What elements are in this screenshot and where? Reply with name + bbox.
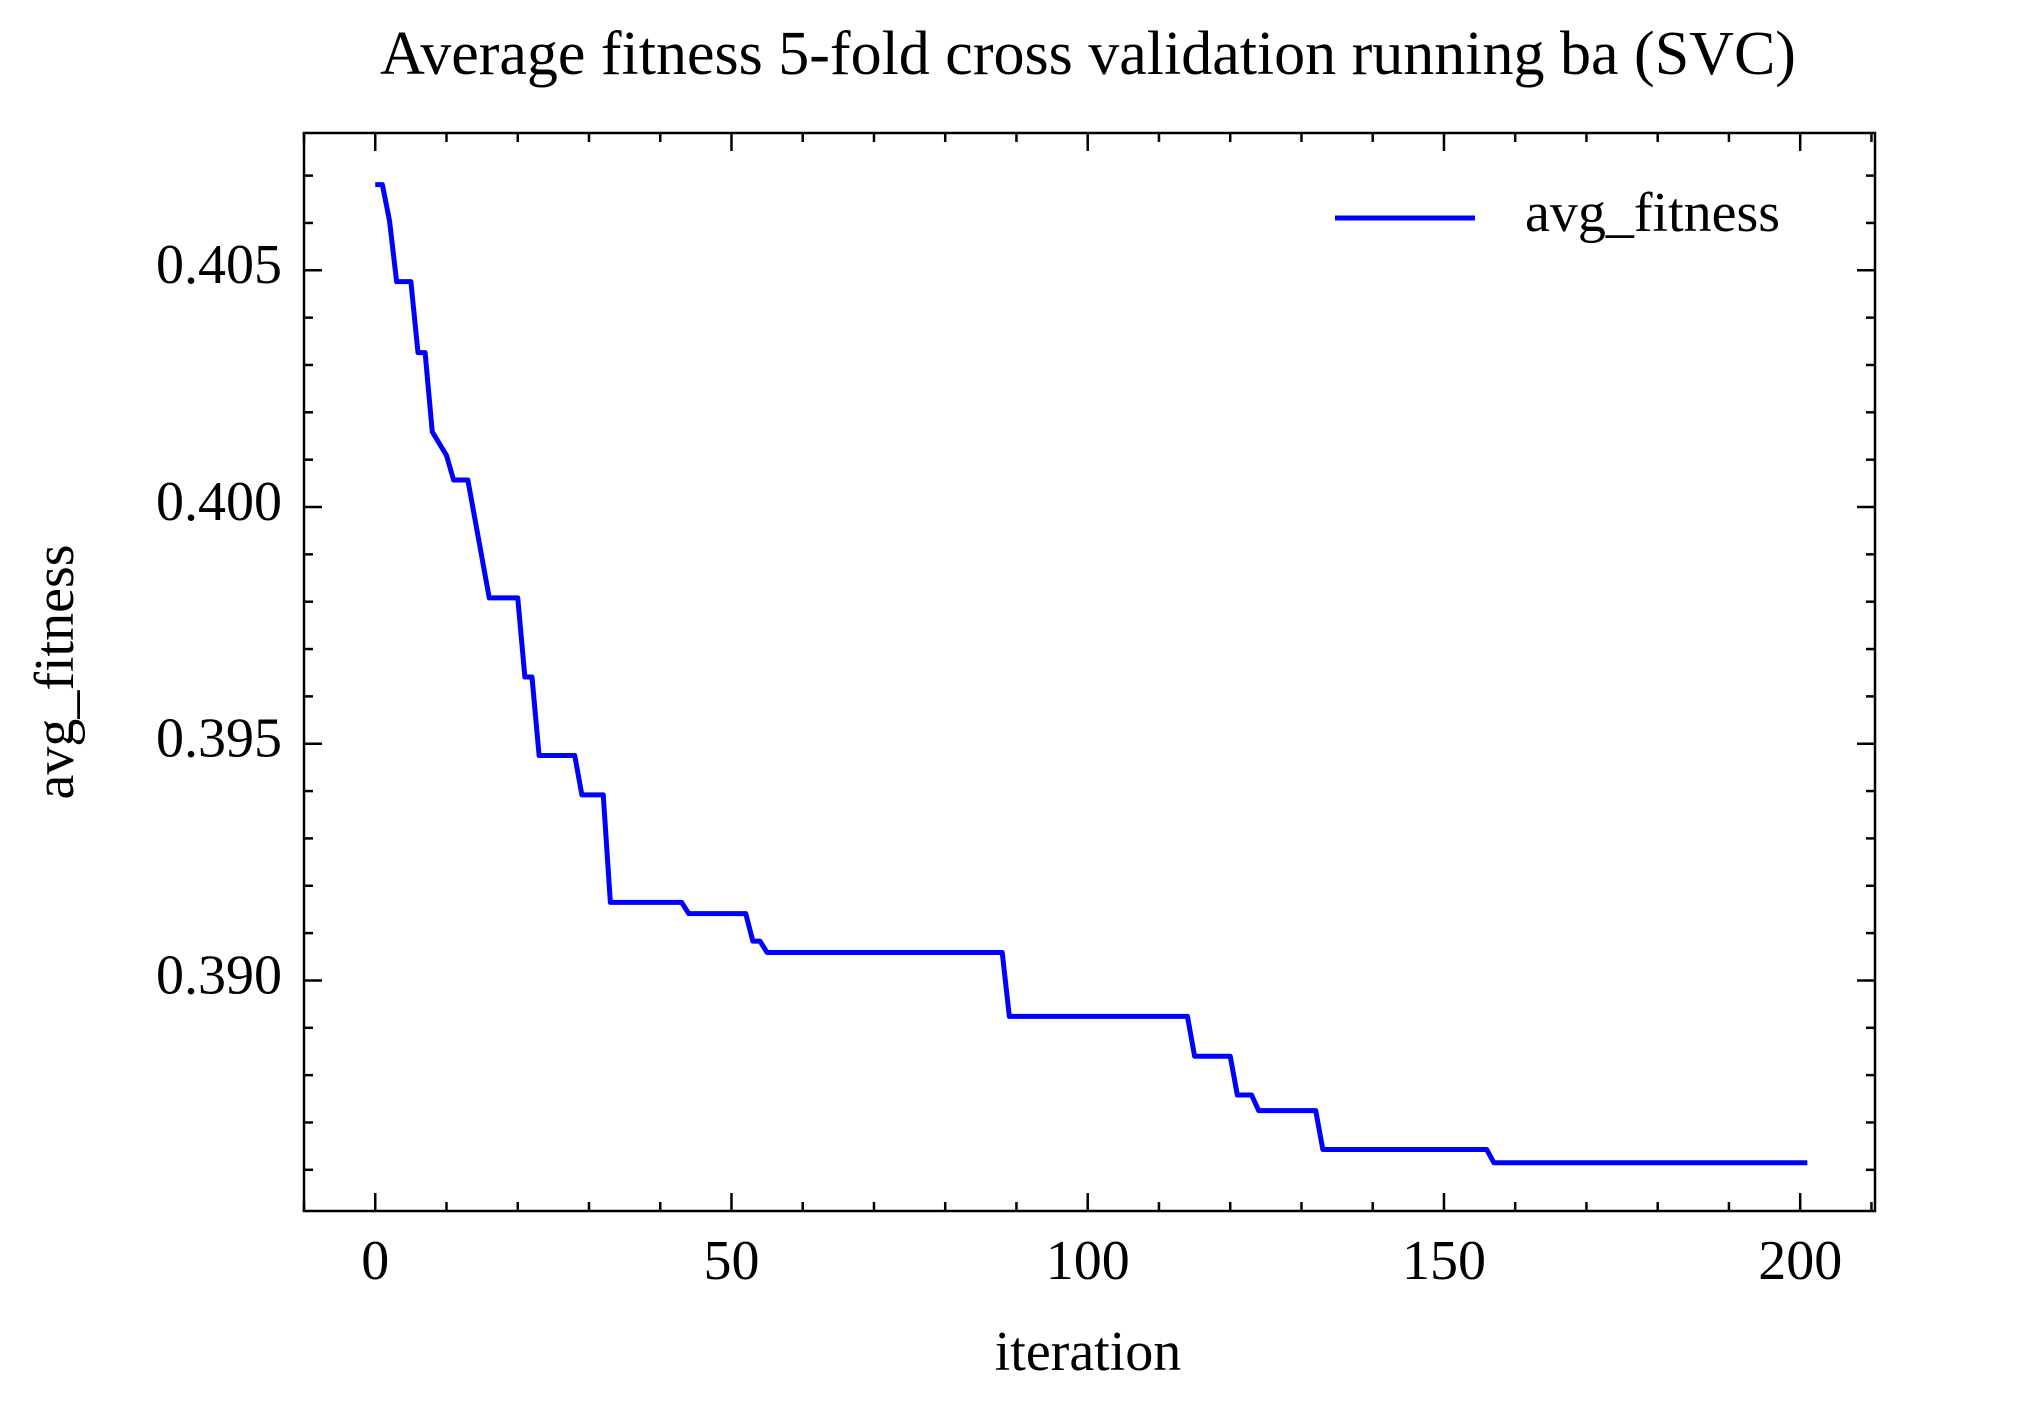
x-tick-label: 0 xyxy=(361,1230,389,1292)
chart-title: Average fitness 5-fold cross validation … xyxy=(380,20,1796,88)
x-tick-label: 50 xyxy=(703,1230,759,1292)
line xyxy=(375,182,1808,1166)
legend-label: avg_fitness xyxy=(1525,182,1780,244)
x-tick-label: 200 xyxy=(1758,1230,1842,1292)
y-tick-label: 0.405 xyxy=(156,234,282,296)
plot-frame xyxy=(302,131,1877,1213)
x-tick-label: 100 xyxy=(1046,1230,1130,1292)
x-tick-label: 150 xyxy=(1402,1230,1486,1292)
y-tick-label: 0.400 xyxy=(156,471,282,533)
y-tick-label: 0.390 xyxy=(156,944,282,1006)
y-axis-label: avg_fitness xyxy=(24,544,86,799)
x-axis-label: iteration xyxy=(995,1321,1182,1383)
y-tick-label: 0.395 xyxy=(156,708,282,770)
